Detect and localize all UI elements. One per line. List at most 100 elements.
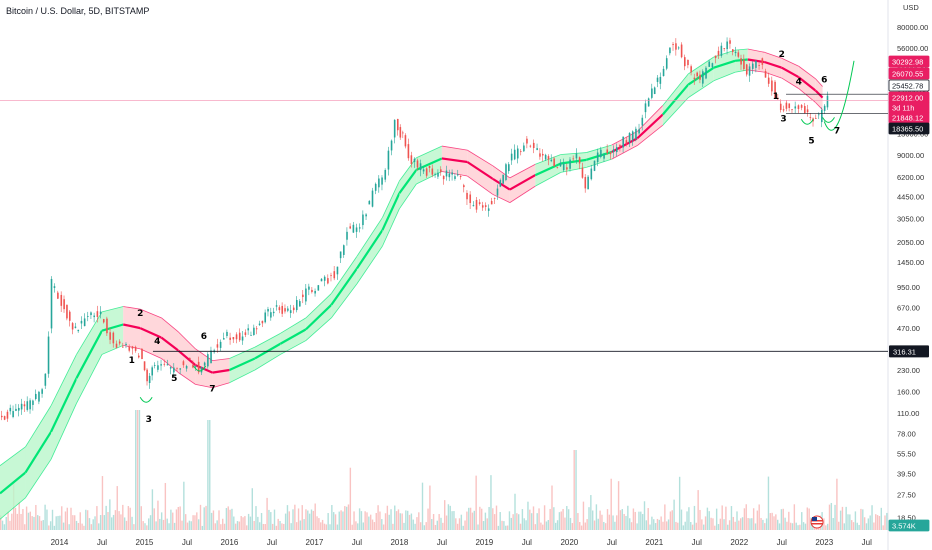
candle-body <box>431 168 434 175</box>
volume-bar <box>107 512 109 530</box>
volume-bar <box>567 509 570 530</box>
band-upper-edge <box>467 149 494 167</box>
volume-bar <box>133 524 135 530</box>
volume-bar <box>386 505 389 530</box>
band-lower-edge <box>331 283 358 319</box>
volume-bar <box>418 512 420 530</box>
candle-body <box>475 199 478 210</box>
volume-bar <box>46 509 48 530</box>
volume-bar <box>767 476 770 530</box>
volume-bar <box>355 521 357 530</box>
volume-bar <box>247 513 250 530</box>
candle-body <box>547 156 550 160</box>
volume-bar <box>462 525 464 530</box>
candle-body <box>295 300 298 311</box>
volume-bars <box>0 410 888 530</box>
volume-bar <box>345 506 348 530</box>
candle-body <box>258 323 261 326</box>
candle-body <box>734 51 737 54</box>
volume-bar <box>745 504 747 530</box>
volume-bar <box>179 506 181 530</box>
candle-body <box>720 45 723 56</box>
volume-bar <box>120 514 122 530</box>
volume-bar <box>75 520 78 530</box>
volume-bar <box>140 506 142 530</box>
candle-body <box>590 168 593 180</box>
band-midline <box>228 357 256 372</box>
candle-body <box>339 251 342 259</box>
candle-body <box>131 346 134 349</box>
volume-bar <box>357 523 359 530</box>
time-axis[interactable]: 2014 Jul 2015 Jul 2016 Jul 2017 Jul 2018 Jul 2019 J… <box>51 538 873 547</box>
band-lower-edge <box>734 69 748 73</box>
candle-body <box>17 407 20 411</box>
volume-bar <box>425 522 427 530</box>
volume-bar <box>771 512 773 530</box>
volume-bar <box>375 512 377 530</box>
candle-body <box>425 168 428 176</box>
volume-bar <box>875 514 877 530</box>
y-tick-label: 55.50 <box>897 449 916 458</box>
horizontal-levels[interactable] <box>0 93 888 352</box>
candle-body <box>311 289 313 293</box>
volume-bar <box>651 516 653 530</box>
volume-bar <box>699 509 701 530</box>
volume-bar <box>381 519 383 530</box>
volume-bar <box>649 524 651 530</box>
volume-bar <box>519 523 522 530</box>
candle-body <box>745 64 748 75</box>
volume-bar <box>466 511 468 530</box>
volume-bar <box>684 521 686 530</box>
band-midline <box>466 161 494 180</box>
price-badge-label: 3.574K <box>892 522 916 531</box>
volume-bar <box>701 519 703 530</box>
volume-bar <box>825 525 827 530</box>
volume-bar <box>786 521 788 530</box>
candle-body <box>815 117 817 119</box>
candle-body <box>349 226 352 229</box>
volume-bar <box>512 514 514 530</box>
volume-bar <box>24 524 26 530</box>
volume-bar <box>493 514 496 530</box>
candle-body <box>662 68 665 77</box>
volume-bar <box>210 512 213 530</box>
volume-bar <box>118 511 120 530</box>
candle-body <box>510 153 513 161</box>
volume-bar <box>863 517 866 530</box>
volume-bar <box>445 515 448 530</box>
candle-body <box>536 148 538 150</box>
volume-bar <box>697 490 699 530</box>
volume-bar <box>795 522 797 530</box>
volume-bar <box>638 511 640 530</box>
volume-bar <box>532 506 535 530</box>
volume-bar <box>780 509 783 530</box>
volume-bar <box>505 525 507 530</box>
band-upper-edge <box>50 354 77 406</box>
volume-bar <box>262 523 265 530</box>
band-upper-edge <box>735 48 748 51</box>
band-upper-edge <box>781 57 799 67</box>
candle-body <box>106 318 108 334</box>
volume-bar <box>530 513 533 530</box>
volume-bar <box>802 522 805 530</box>
cup-marker <box>193 365 207 372</box>
candle-body <box>665 58 668 69</box>
volume-bar <box>540 522 542 530</box>
volume-bar <box>791 523 794 530</box>
volume-bar <box>675 521 677 530</box>
y-tick-label: 3050.00 <box>897 215 924 224</box>
candle-body <box>83 318 86 327</box>
volume-bar <box>181 520 183 530</box>
band-lower-edge <box>467 175 494 195</box>
candle-body <box>529 145 532 147</box>
candle-body <box>185 366 188 369</box>
volume-bar <box>410 513 413 530</box>
x-tick-label: 2014 <box>51 538 69 547</box>
volume-bar <box>479 506 481 530</box>
candle-body <box>34 393 37 399</box>
band-upper-edge <box>713 49 736 58</box>
candle-body <box>466 192 468 200</box>
volume-bar <box>222 518 224 530</box>
volume-bar <box>148 518 150 530</box>
